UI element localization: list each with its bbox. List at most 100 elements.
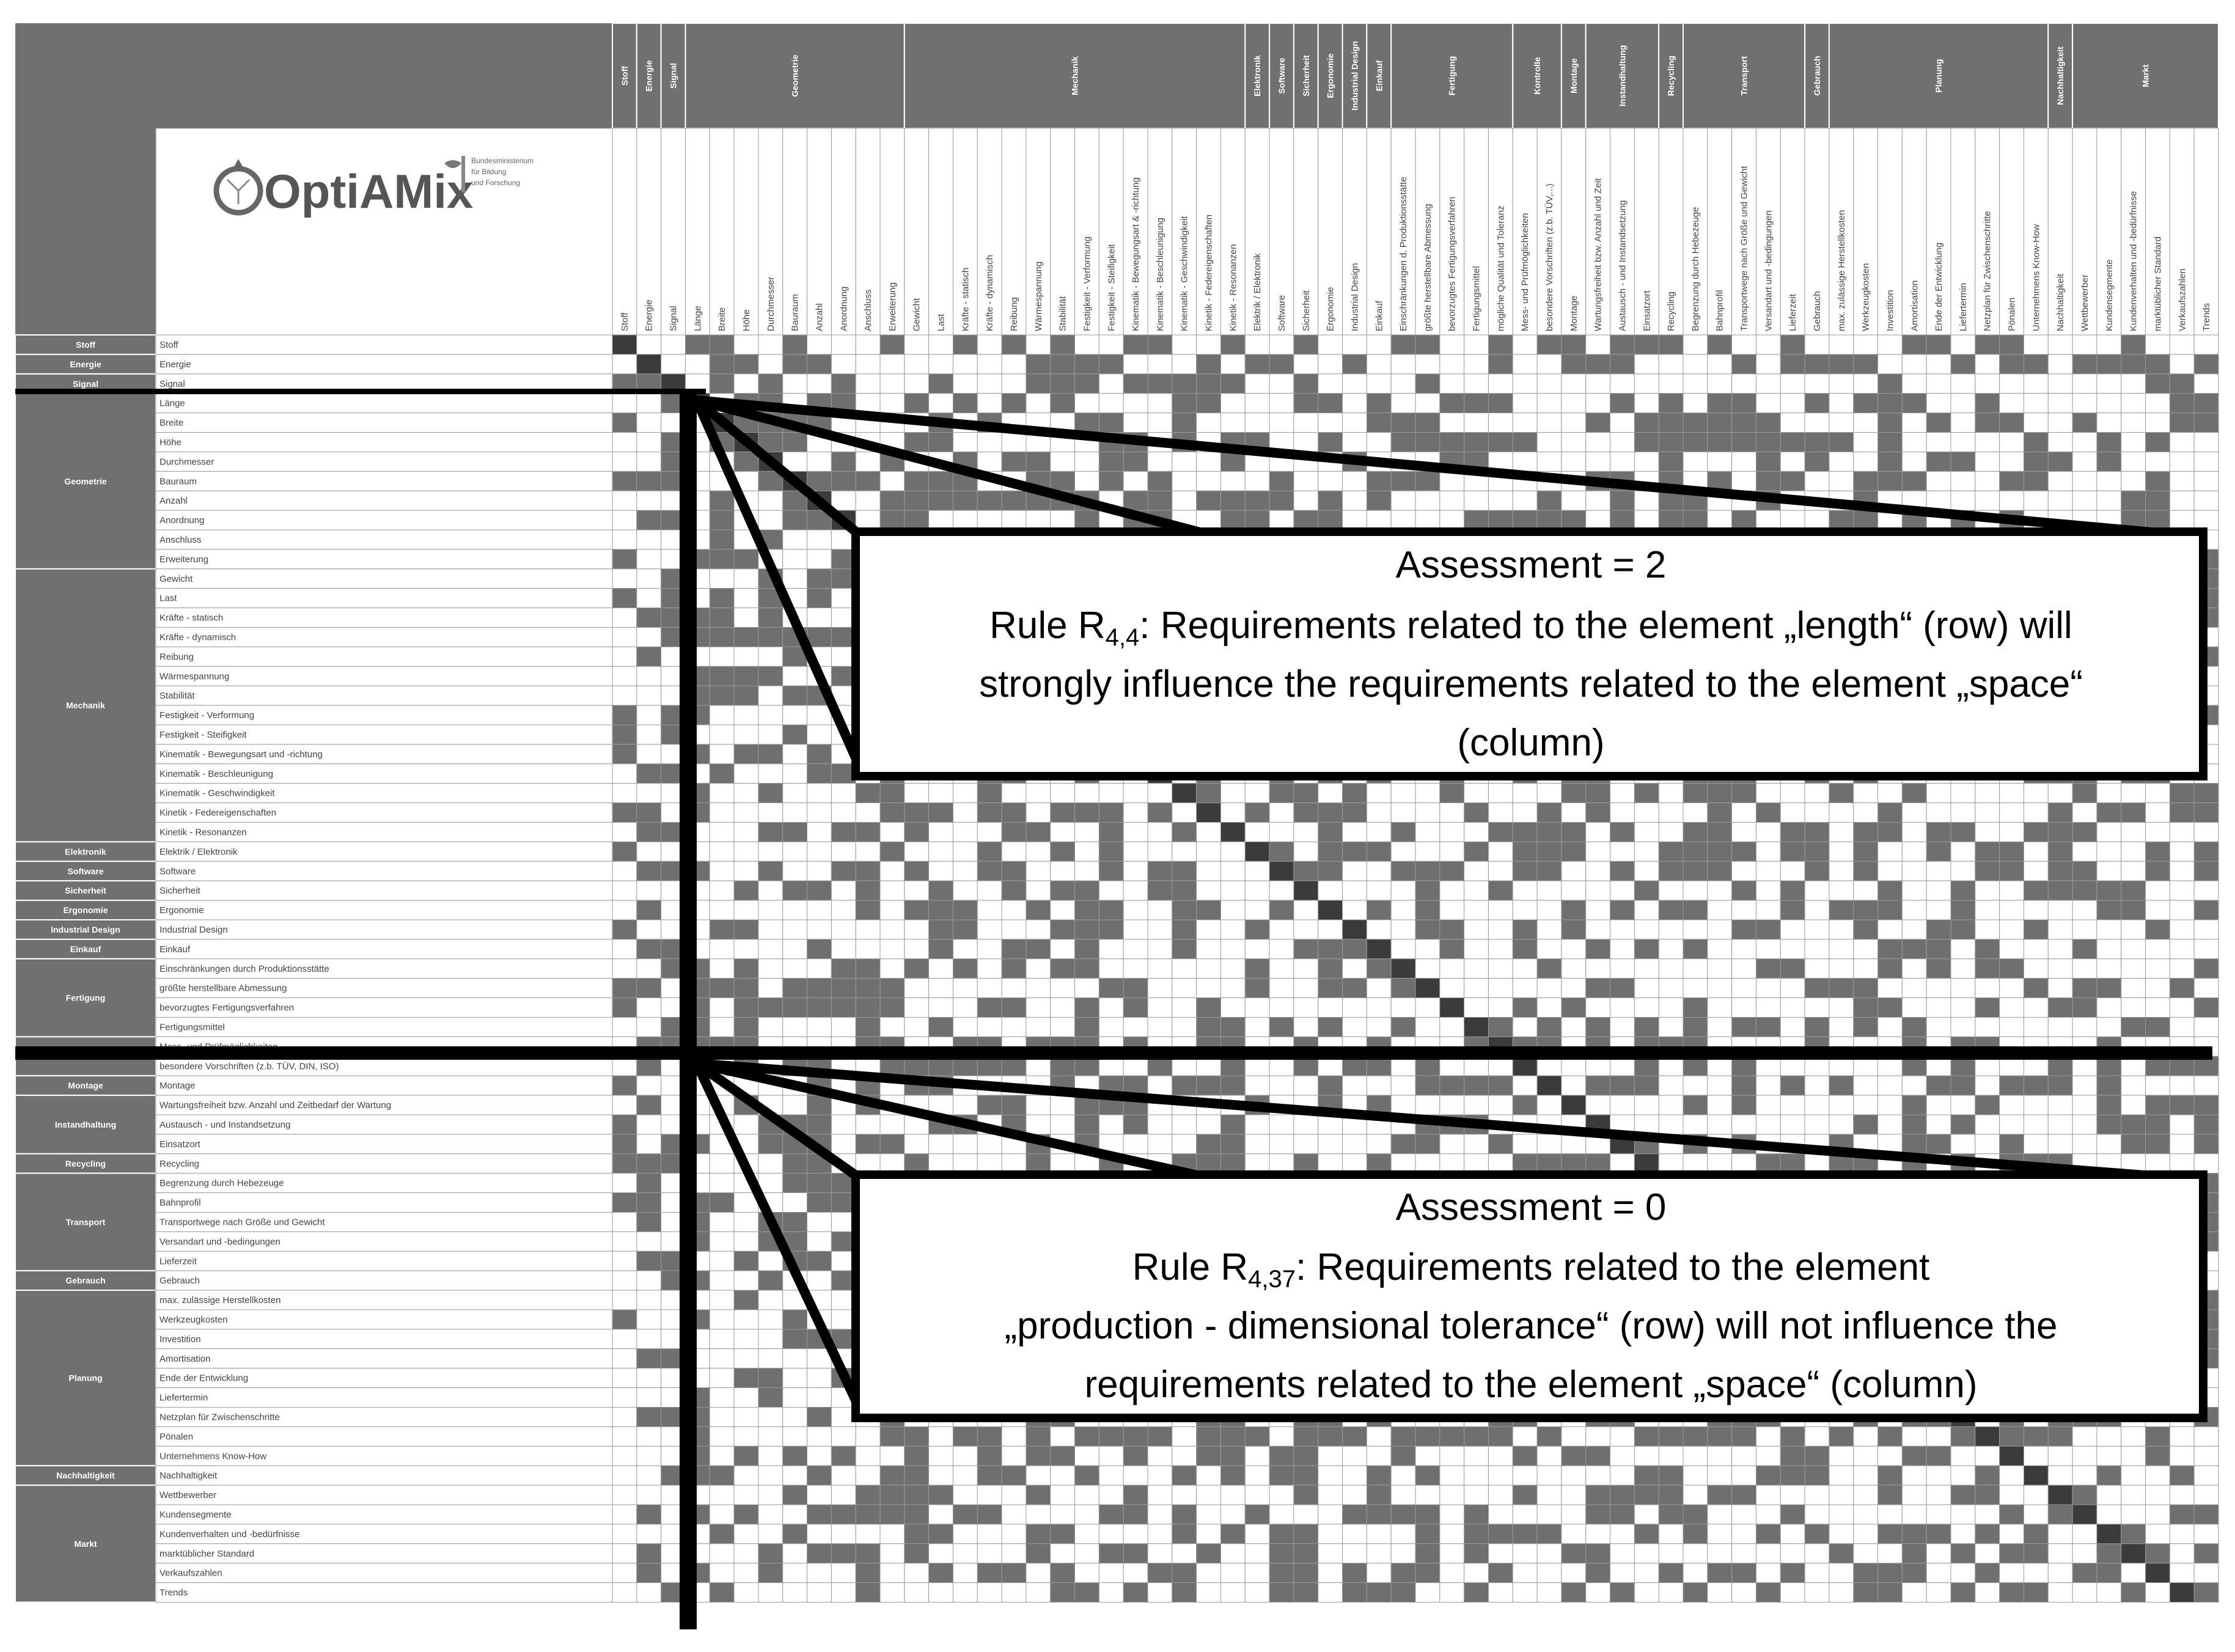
- matrix-cell: [1853, 510, 1879, 530]
- matrix-cell: [1561, 1543, 1587, 1564]
- matrix-cell: [709, 705, 735, 725]
- column-header-cell: [928, 128, 953, 336]
- matrix-cell: [831, 861, 856, 881]
- matrix-cell: [1220, 354, 1246, 375]
- row-label: Länge: [160, 398, 185, 409]
- matrix-cell: [2169, 841, 2195, 862]
- matrix-cell: [1634, 1426, 1659, 1447]
- matrix-cell: [904, 997, 930, 1018]
- matrix-cell: [1074, 1465, 1099, 1486]
- matrix-cell: [1244, 802, 1270, 823]
- matrix-cell: [1585, 919, 1611, 940]
- matrix-cell: [1731, 958, 1756, 979]
- matrix-cell: [1172, 1445, 1197, 1466]
- matrix-cell: [1683, 432, 1708, 452]
- matrix-cell: [1488, 1504, 1513, 1525]
- matrix-cell: [1244, 939, 1270, 960]
- matrix-cell: [879, 861, 905, 881]
- matrix-cell: [1853, 393, 1879, 414]
- matrix-cell: [1026, 783, 1051, 804]
- matrix-cell: [1464, 432, 1489, 452]
- matrix-cell: [1390, 393, 1416, 414]
- matrix-cell: [879, 1114, 905, 1135]
- matrix-cell: [977, 861, 1002, 881]
- matrix-cell: [807, 1426, 832, 1447]
- matrix-cell: [1634, 1114, 1659, 1135]
- matrix-cell: [1950, 1504, 1976, 1525]
- matrix-cell: [2121, 1075, 2146, 1096]
- matrix-cell: [1950, 841, 1976, 862]
- row-label-cell: [155, 1465, 613, 1486]
- matrix-cell: [1342, 393, 1367, 414]
- matrix-cell: [612, 568, 637, 589]
- matrix-cell: [1950, 1134, 1976, 1155]
- matrix-cell: [1074, 1543, 1099, 1564]
- matrix-cell: [1098, 413, 1124, 433]
- matrix-cell: [807, 568, 832, 589]
- matrix-cell: [1585, 822, 1611, 842]
- matrix-cell: [782, 1485, 808, 1505]
- matrix-cell: [709, 1504, 735, 1525]
- matrix-cell: [1050, 1153, 1076, 1174]
- matrix-cell: [1172, 783, 1197, 804]
- matrix-cell: [1147, 1524, 1173, 1544]
- matrix-cell: [1707, 958, 1733, 979]
- matrix-cell: [1780, 1465, 1805, 1486]
- matrix-cell: [1001, 802, 1027, 823]
- matrix-cell: [1926, 900, 1951, 920]
- matrix-cell: [1464, 373, 1489, 394]
- matrix-cell: [1050, 1095, 1076, 1115]
- matrix-cell: [1877, 900, 1903, 920]
- matrix-cell: [2169, 978, 2195, 999]
- column-group-header: [1512, 23, 1562, 129]
- matrix-cell: [2096, 861, 2122, 881]
- matrix-cell: [2023, 978, 2049, 999]
- row-label: Netzplan für Zwischenschritte: [160, 1412, 280, 1422]
- matrix-cell: [1196, 822, 1221, 842]
- matrix-cell: [782, 432, 808, 452]
- matrix-cell: [1829, 471, 1854, 491]
- matrix-cell: [831, 939, 856, 960]
- matrix-cell: [1683, 1504, 1708, 1525]
- matrix-cell: [1683, 861, 1708, 881]
- matrix-cell: [1926, 1445, 1951, 1466]
- matrix-cell: [1707, 334, 1733, 355]
- matrix-cell: [1366, 490, 1392, 511]
- matrix-cell: [758, 1543, 784, 1564]
- matrix-cell: [1220, 1465, 1246, 1486]
- matrix-cell: [1439, 393, 1465, 414]
- column-header-cell: [1707, 128, 1733, 336]
- matrix-cell: [733, 861, 759, 881]
- matrix-cell: [1366, 373, 1392, 394]
- matrix-cell: [1950, 900, 1976, 920]
- matrix-cell: [1415, 1563, 1440, 1584]
- matrix-cell: [1707, 1153, 1733, 1174]
- matrix-cell: [1901, 1465, 1927, 1486]
- matrix-cell: [1829, 1075, 1854, 1096]
- matrix-cell: [1439, 1426, 1465, 1447]
- matrix-cell: [636, 490, 662, 511]
- matrix-cell: [977, 510, 1002, 530]
- matrix-cell: [2169, 510, 2195, 530]
- matrix-cell: [1196, 880, 1221, 901]
- matrix-cell: [782, 685, 808, 706]
- column-group-label: Software: [1277, 57, 1286, 94]
- matrix-cell: [1561, 802, 1587, 823]
- matrix-cell: [2096, 1075, 2122, 1096]
- matrix-cell: [1707, 802, 1733, 823]
- matrix-cell: [2072, 490, 2097, 511]
- column-group-label: Montage: [1569, 58, 1579, 94]
- matrix-cell: [1536, 1582, 1562, 1603]
- matrix-cell: [928, 919, 953, 940]
- matrix-cell: [952, 822, 978, 842]
- matrix-cell: [2072, 1582, 2097, 1603]
- matrix-cell: [758, 1290, 784, 1310]
- matrix-cell: [1829, 334, 1854, 355]
- matrix-cell: [855, 880, 881, 901]
- matrix-cell: [758, 334, 784, 355]
- matrix-cell: [1780, 919, 1805, 940]
- matrix-cell: [1926, 1485, 1951, 1505]
- matrix-cell: [807, 705, 832, 725]
- matrix-cell: [1877, 861, 1903, 881]
- matrix-cell: [612, 880, 637, 901]
